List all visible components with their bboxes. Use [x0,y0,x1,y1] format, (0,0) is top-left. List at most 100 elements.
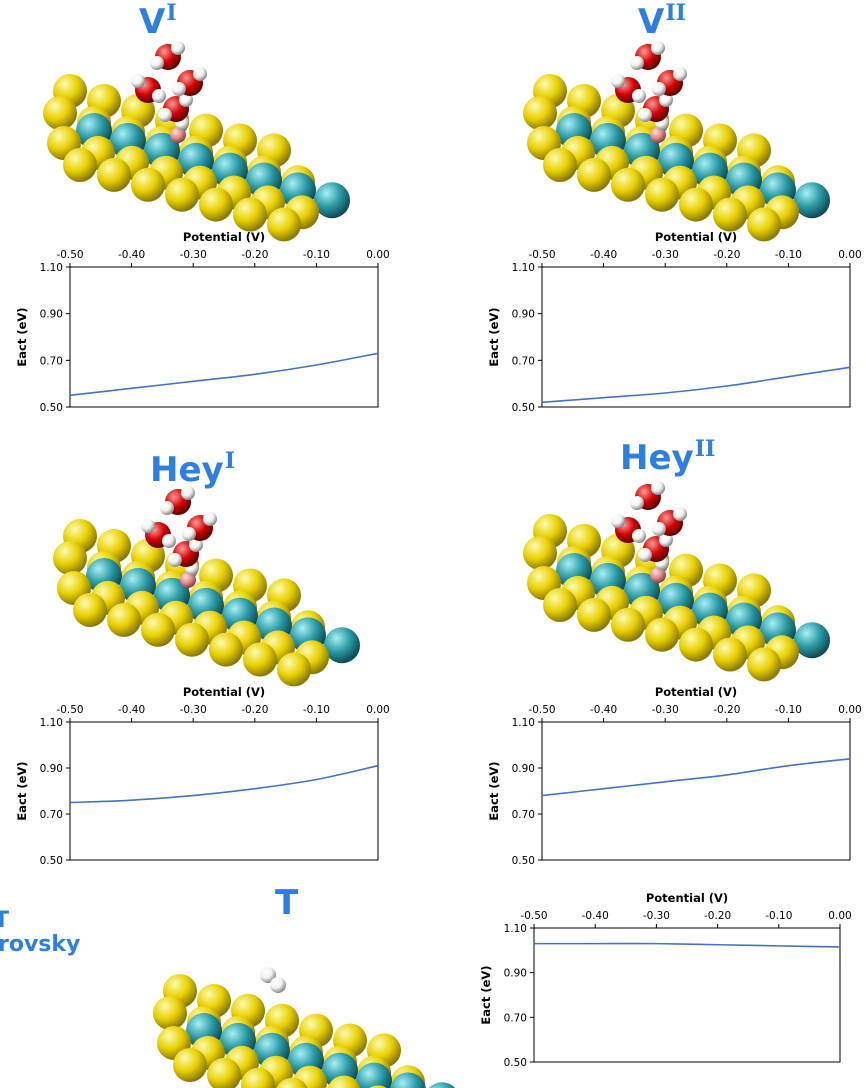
hydrogen-atom [172,82,186,96]
series-line [69,352,379,397]
x-axis-label: Potential (V) [655,685,737,699]
panel-title-t: T [275,883,298,923]
gold-atom [577,597,611,632]
gold-atom [713,197,747,232]
gold-atom [173,1048,207,1082]
chart-v1: Potential (V) -0.50 -0.40 -0.30 -0.20 -0.10 0.… [15,230,390,414]
x-tick-label: -0.40 [582,910,609,922]
x-tick-label: -0.10 [775,704,802,716]
title-sup: II [694,436,716,462]
gold-atom [747,647,781,682]
chart-v2: Potential (V) -0.50 -0.40 -0.30 -0.20 -0.10 0.… [487,230,862,414]
adsorbed-hydrogen-atom [170,127,186,143]
series-line [69,764,379,804]
title-sup: I [224,448,235,474]
molecular-model-t [153,967,456,1088]
y-tick-label: 0.50 [512,402,535,414]
y-axis-label: Eact (eV) [15,761,29,820]
gold-atom [73,593,107,627]
hydrogen-atom [189,538,203,552]
gold-atom [131,167,165,202]
y-tick-label: 0.90 [512,309,535,321]
y-tick-label: 0.90 [512,763,535,775]
y-axis-label: Eact (eV) [487,761,501,820]
title-main: Hey [620,438,694,478]
gold-atom [611,167,645,202]
gold-atom [207,1057,241,1088]
y-tick-label: 1.10 [40,717,63,729]
y-tick-label: 1.10 [40,262,63,274]
hydrogen-atom [638,548,652,562]
gold-atom [368,1085,388,1088]
hydrogen-atom [611,514,625,528]
y-tick-label: 0.70 [40,809,63,821]
gold-atom [645,177,679,212]
x-tick-label: -0.20 [241,704,268,716]
x-tick-label: -0.20 [713,249,740,261]
series-line [534,942,841,948]
title-sup: II [665,0,686,26]
plot-frame [533,927,841,1063]
x-tick-label: -0.50 [520,910,547,922]
title-main: V [139,2,166,42]
gold-atom [97,157,131,192]
hydrogen-atom [152,89,166,103]
adsorbed-hydrogen-atom [180,572,196,588]
series-line [541,366,851,404]
molecular-model-v1 [43,41,350,242]
hydrogen-atom [652,522,666,536]
x-tick-label: -0.20 [241,249,268,261]
gold-atom [611,607,645,642]
gold-atom [543,148,577,182]
y-tick-label: 1.10 [504,923,527,935]
hydrogen-atom [632,89,646,103]
gold-atom [679,627,713,662]
gold-atom [713,637,747,672]
title-sup: I [166,0,177,26]
y-tick-label: 0.50 [512,855,535,867]
hydrogen-atom [179,93,193,107]
hydrogen-atom [673,507,687,521]
panel-title-v2: VII [638,0,686,42]
chart-t: Potential (V) -0.50 -0.40 -0.30 -0.20 -0.10 0.… [479,891,852,1069]
title-main: Hey [150,450,224,490]
plot-frame [541,266,851,408]
gold-atom [267,207,301,242]
y-tick-label: 0.70 [512,355,535,367]
molecular-model-hey1 [53,486,360,687]
hydrogen-atom [630,496,644,510]
x-tick-label: -0.50 [56,704,83,716]
panel-title-v1: VI [139,0,177,42]
teal-atom [324,627,360,664]
series-line [541,758,851,797]
teal-atom [390,1072,426,1088]
x-tick-label: 0.00 [366,249,389,261]
x-tick-label: -0.40 [118,249,145,261]
x-tick-label: -0.50 [56,249,83,261]
x-tick-label: 0.00 [838,249,861,261]
x-tick-label: -0.20 [704,910,731,922]
gold-atom [43,96,77,130]
x-tick-label: -0.40 [590,704,617,716]
x-tick-label: -0.40 [118,704,145,716]
gold-atom [199,187,233,222]
hydrogen-atom [182,527,196,541]
gold-atom [153,996,187,1030]
gold-atom [233,197,267,232]
hydrogen-atom [632,529,646,543]
x-tick-label: -0.10 [303,249,330,261]
x-tick-label: -0.50 [528,249,555,261]
hydrogen-atom [131,74,145,88]
teal-atom [428,1082,456,1088]
molecular-model-hey2 [523,481,830,682]
x-tick-label: -0.30 [652,704,679,716]
gold-atom [277,652,311,687]
x-axis-label: Potential (V) [183,230,265,244]
hydrogen-atom [171,41,185,55]
gold-atom [165,177,199,212]
x-tick-label: -0.20 [713,704,740,716]
y-tick-label: 0.50 [504,1057,527,1069]
teal-atom [794,622,830,659]
panel-title-hey1: HeyI [150,448,235,490]
gold-atom [63,148,97,182]
